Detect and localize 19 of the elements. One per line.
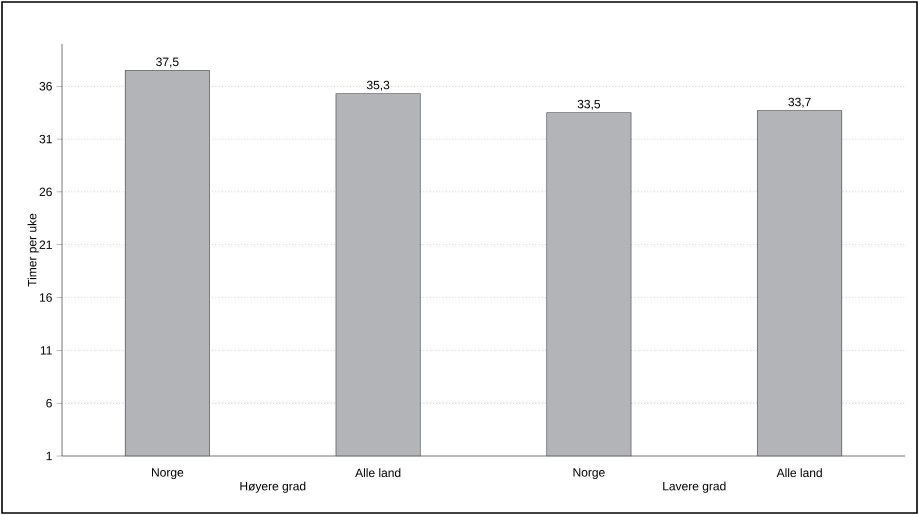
x-tick-label: Alle land	[355, 468, 400, 478]
data-label: 33,7	[788, 98, 811, 108]
y-tick-label: 11	[40, 346, 52, 354]
data-label: 37,5	[156, 58, 179, 68]
text: Lavere grad	[663, 482, 726, 493]
y-axis-title: Timer per uke	[28, 214, 39, 287]
x-tick-label: Alle land	[776, 468, 822, 478]
data-label: 33,5	[578, 100, 600, 110]
y-tick-label: 36	[40, 82, 52, 91]
x-tick-label: Norge	[574, 468, 605, 480]
y-tick-label: 6	[46, 398, 52, 408]
text: Høyere grad	[240, 482, 306, 493]
data-label: 35,3	[366, 80, 390, 91]
y-tick-label: 16	[40, 293, 52, 302]
y-tick-label: 21	[40, 240, 52, 249]
x-tick-label: Norge	[152, 468, 184, 480]
y-tick-label: 1	[46, 452, 52, 460]
y-tick-label: 31	[40, 134, 52, 144]
y-tick-label: 26	[40, 188, 52, 196]
